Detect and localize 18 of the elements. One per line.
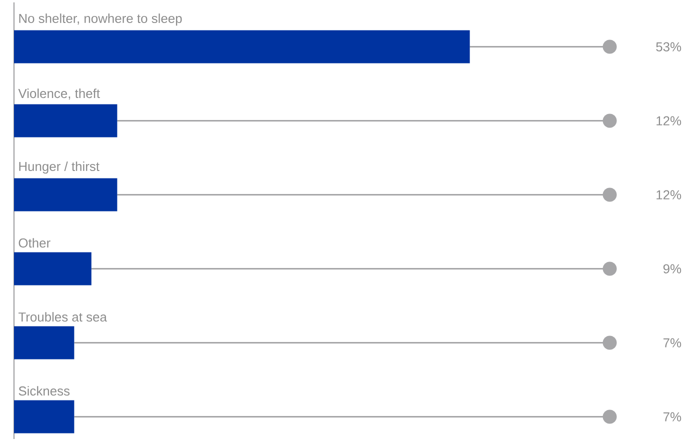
y-tick-label: Violence, theft: [18, 88, 100, 100]
data-label: 53%: [656, 42, 682, 52]
bar: [14, 400, 74, 434]
bar: [14, 178, 118, 212]
data-label: 7%: [663, 338, 682, 348]
data-label: 12%: [656, 190, 682, 200]
y-tick-label: Hunger / thirst: [19, 162, 100, 174]
y-tick-label: No shelter, nowhere to sleep: [19, 14, 182, 26]
y-tick-label: Other: [18, 238, 50, 248]
bar: [14, 30, 470, 64]
data-label: 9%: [663, 264, 682, 274]
bar: [14, 326, 74, 360]
y-tick-label: Troubles at sea: [18, 312, 107, 322]
bar: [14, 104, 118, 138]
data-label: 7%: [663, 412, 682, 422]
y-tick-label: Sickness: [18, 386, 70, 396]
data-label: 12%: [656, 116, 682, 126]
bar: [14, 252, 92, 286]
